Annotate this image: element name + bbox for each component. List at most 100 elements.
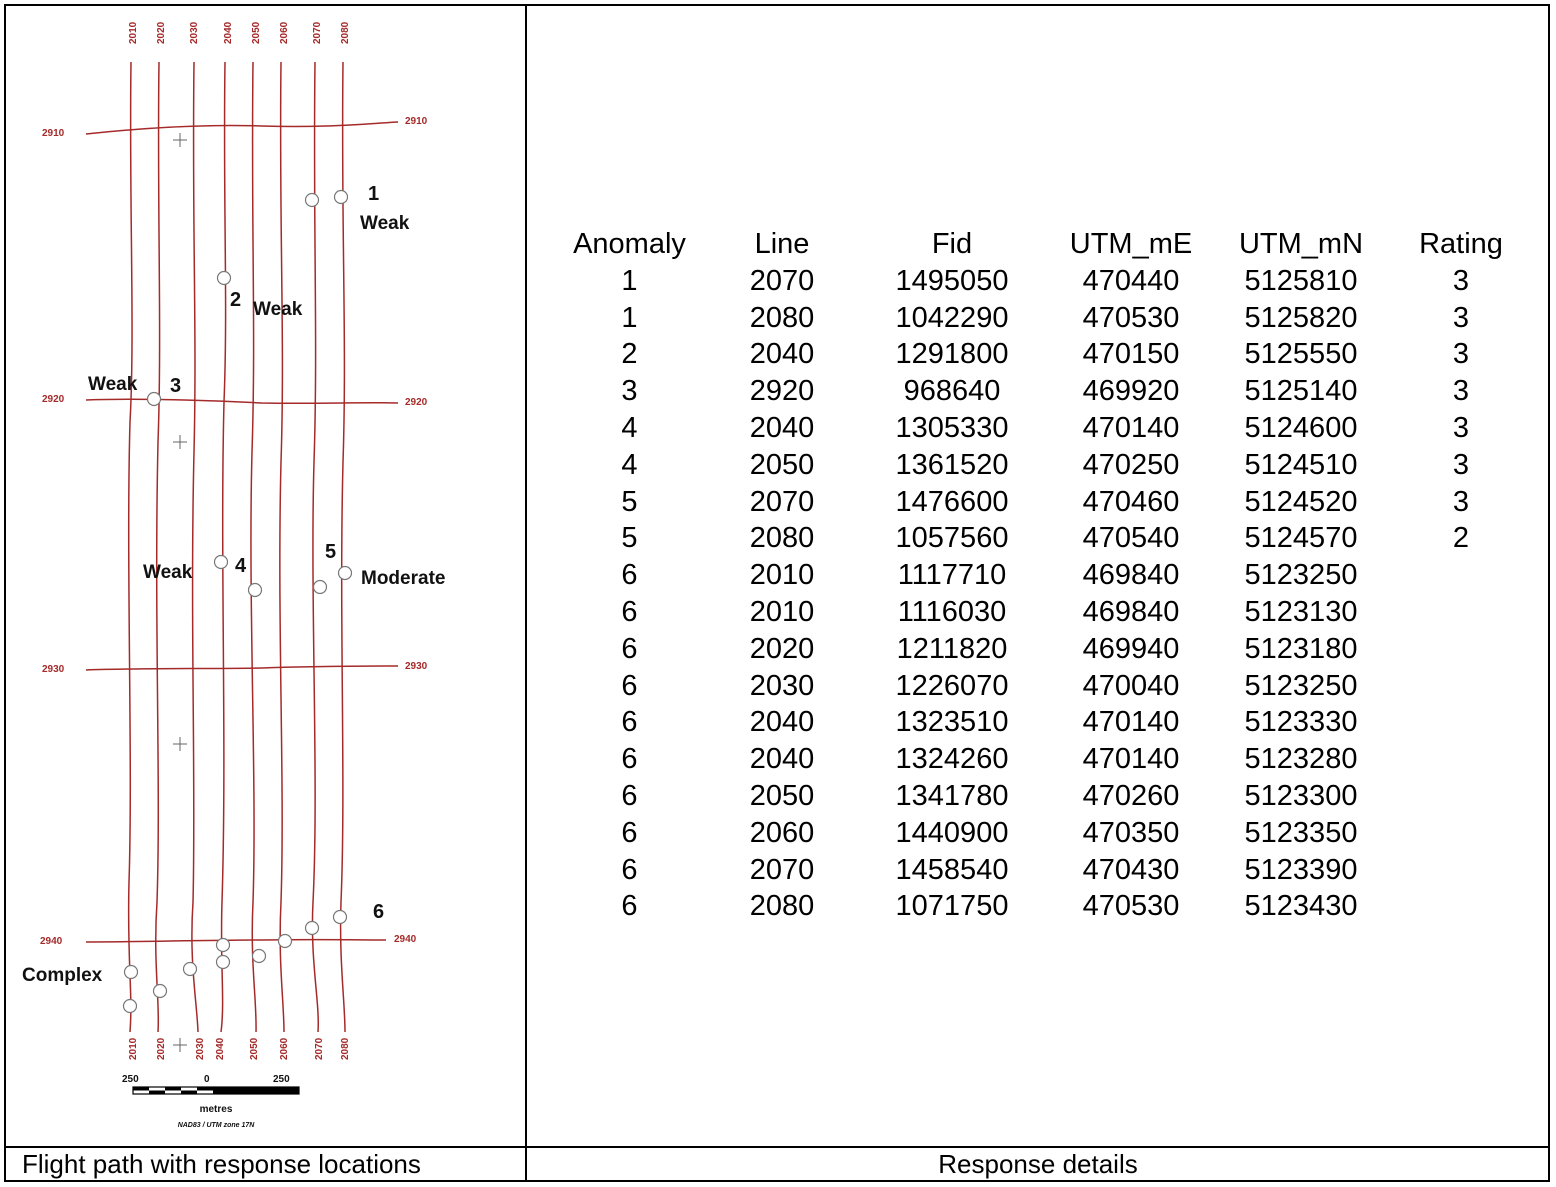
anomaly-rating-2: Weak bbox=[253, 299, 303, 320]
table-row: 6 2030 1226070 470040 5123250 bbox=[548, 668, 1531, 705]
line-label-2010-bottom: 2010 bbox=[128, 1037, 139, 1060]
line-label-2050-top: 2050 bbox=[251, 21, 262, 44]
line-label-2060-bottom: 2060 bbox=[279, 1037, 290, 1060]
cell-line: 2030 bbox=[749, 669, 815, 702]
scale-units: metres bbox=[200, 1104, 233, 1115]
table-row: 6 2070 1458540 470430 5123390 bbox=[548, 852, 1531, 889]
flight-line-2030 bbox=[191, 61, 199, 1033]
table-row: 6 2010 1116030 469840 5123130 bbox=[548, 594, 1531, 631]
anomaly-rating-5: Moderate bbox=[361, 568, 445, 589]
table-row: 1 2080 1042290 470530 5125820 3 bbox=[548, 300, 1531, 337]
cell-anomaly: 6 bbox=[621, 559, 638, 592]
table-row: 6 2080 1071750 470530 5123430 bbox=[548, 888, 1531, 925]
cell-line: 2070 bbox=[749, 264, 815, 297]
line-labels-top: 2010 2020 2030 2040 2050 2060 2070 2080 bbox=[128, 21, 351, 44]
response-marker bbox=[215, 954, 231, 970]
grid-cross bbox=[173, 133, 187, 147]
response-marker bbox=[304, 192, 320, 208]
cell-fid: 1341780 bbox=[895, 779, 1009, 812]
cell-fid: 1476600 bbox=[895, 485, 1009, 518]
cell-rating: 3 bbox=[1452, 448, 1470, 481]
cell-utm-mn: 5124570 bbox=[1244, 522, 1358, 555]
cell-fid: 1042290 bbox=[895, 301, 1009, 334]
cell-utm-me: 470040 bbox=[1082, 669, 1180, 702]
cell-rating bbox=[1391, 815, 1531, 852]
cell-line: 2920 bbox=[749, 375, 815, 408]
flight-line-2070 bbox=[311, 61, 320, 1033]
cell-rating bbox=[1391, 704, 1531, 741]
cell-utm-me: 470260 bbox=[1082, 779, 1180, 812]
line-label-2060-top: 2060 bbox=[279, 21, 290, 44]
cell-line: 2080 bbox=[749, 522, 815, 555]
flight-line-2050 bbox=[250, 61, 257, 1033]
cell-fid: 1458540 bbox=[895, 853, 1009, 886]
cell-utm-me: 470530 bbox=[1082, 301, 1180, 334]
anomaly-label-4: 4 bbox=[235, 555, 247, 577]
cell-rating bbox=[1391, 631, 1531, 668]
anomaly-rating-1: Weak bbox=[360, 213, 410, 234]
line-label-2030-bottom: 2030 bbox=[195, 1037, 206, 1060]
line-label-2040-top: 2040 bbox=[223, 21, 234, 44]
cell-rating: 3 bbox=[1452, 375, 1470, 408]
cell-utm-me: 469840 bbox=[1082, 595, 1180, 628]
tie-label-2910-left: 2910 bbox=[42, 128, 65, 139]
line-label-2080-bottom: 2080 bbox=[340, 1037, 351, 1060]
cell-rating bbox=[1391, 888, 1531, 925]
response-marker bbox=[216, 270, 232, 286]
cell-utm-me: 470440 bbox=[1082, 264, 1180, 297]
response-marker bbox=[337, 565, 353, 581]
flight-line-2010 bbox=[127, 61, 133, 1033]
document-frame bbox=[4, 4, 1550, 1182]
cell-anomaly: 6 bbox=[621, 706, 638, 739]
cell-anomaly: 6 bbox=[621, 743, 638, 776]
cell-anomaly: 6 bbox=[621, 816, 638, 849]
cell-utm-mn: 5123300 bbox=[1244, 779, 1358, 812]
cell-utm-mn: 5123250 bbox=[1244, 559, 1358, 592]
cell-utm-mn: 5125550 bbox=[1244, 338, 1358, 371]
response-marker bbox=[182, 961, 198, 977]
line-label-2070-top: 2070 bbox=[312, 21, 323, 44]
cell-line: 2070 bbox=[749, 853, 815, 886]
tie-line-2930 bbox=[85, 665, 399, 671]
anomaly-label-3: 3 bbox=[170, 375, 181, 397]
tie-label-2930-right: 2930 bbox=[405, 661, 428, 672]
grid-cross bbox=[173, 737, 187, 751]
tie-label-2910-right: 2910 bbox=[405, 116, 428, 127]
table-row: 4 2050 1361520 470250 5124510 3 bbox=[548, 447, 1531, 484]
cell-fid: 1291800 bbox=[895, 338, 1009, 371]
table-row: 6 2050 1341780 470260 5123300 bbox=[548, 778, 1531, 815]
cell-rating: 3 bbox=[1452, 264, 1470, 297]
cell-utm-me: 470250 bbox=[1082, 448, 1180, 481]
response-marker bbox=[146, 391, 162, 407]
cell-fid: 1211820 bbox=[896, 632, 1008, 665]
cell-utm-me: 470140 bbox=[1082, 411, 1180, 444]
scale-label-right: 250 bbox=[273, 1074, 290, 1085]
scale-label-mid: 0 bbox=[204, 1074, 210, 1085]
header-fid: Fid bbox=[931, 228, 973, 260]
cell-rating bbox=[1391, 594, 1531, 631]
cell-utm-mn: 5124520 bbox=[1244, 485, 1358, 518]
header-utm-me: UTM_mE bbox=[1069, 228, 1193, 260]
table-row: 3 2920 968640 469920 5125140 3 bbox=[548, 373, 1531, 410]
cell-utm-me: 470460 bbox=[1082, 485, 1180, 518]
cell-rating bbox=[1391, 741, 1531, 778]
table-body: 1 2070 1495050 470440 5125810 3 1 2080 1042290 47… bbox=[548, 263, 1531, 925]
table-row: 6 2060 1440900 470350 5123350 bbox=[548, 815, 1531, 852]
response-marker bbox=[304, 920, 320, 936]
cell-anomaly: 6 bbox=[621, 669, 638, 702]
cell-anomaly: 1 bbox=[621, 264, 638, 297]
tie-label-2940-left: 2940 bbox=[40, 936, 63, 947]
cell-utm-mn: 5125140 bbox=[1244, 375, 1358, 408]
scale-bar-segment bbox=[181, 1090, 197, 1094]
cell-line: 2040 bbox=[749, 411, 815, 444]
cell-utm-mn: 5124510 bbox=[1244, 448, 1358, 481]
cell-line: 2050 bbox=[749, 448, 815, 481]
cell-utm-mn: 5123130 bbox=[1244, 595, 1358, 628]
table-row: 6 2020 1211820 469940 5123180 bbox=[548, 631, 1531, 668]
cell-line: 2010 bbox=[749, 595, 815, 628]
flight-lines bbox=[127, 61, 346, 1033]
cell-utm-me: 469840 bbox=[1082, 559, 1180, 592]
scale-bar-segment bbox=[149, 1090, 165, 1094]
cell-rating: 3 bbox=[1452, 338, 1470, 371]
line-label-2050-bottom: 2050 bbox=[249, 1037, 260, 1060]
